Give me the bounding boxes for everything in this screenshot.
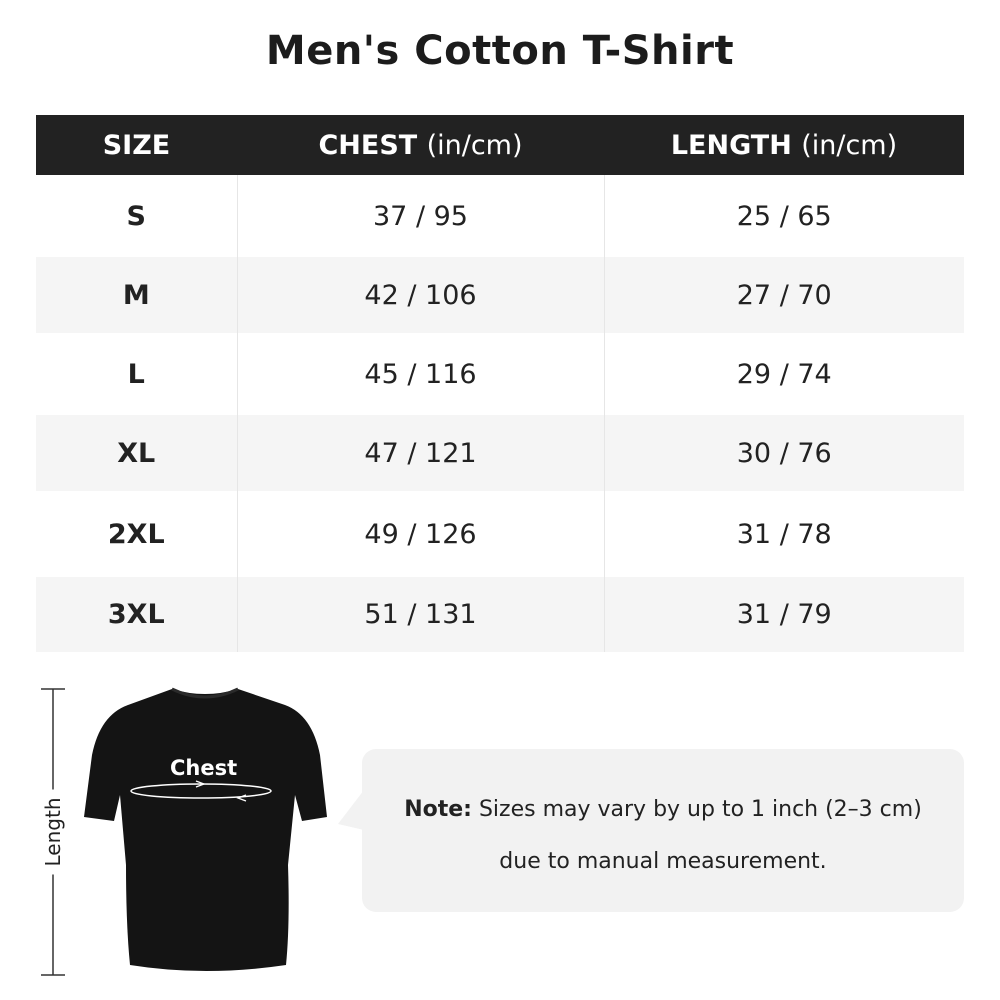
note-label: Note: — [404, 797, 472, 822]
size-chart-table: SIZE CHEST (in/cm) LENGTH (in/cm) S 37 / … — [36, 115, 964, 652]
length-cell: 29 / 74 — [736, 358, 832, 390]
header-length: LENGTH (in/cm) — [604, 115, 964, 175]
table-row: 2XL 49 / 126 31 / 78 — [36, 491, 964, 577]
table-row: L 45 / 116 29 / 74 — [36, 333, 964, 415]
header-size: SIZE — [36, 115, 237, 175]
length-cell: 27 / 70 — [604, 257, 964, 333]
chest-cell: 51 / 131 — [237, 577, 605, 652]
header-unit: (in/cm) — [801, 129, 898, 161]
length-label: Length — [41, 789, 65, 875]
table-row: 3XL 51 / 131 31 / 79 — [36, 577, 964, 652]
chest-cell: 47 / 121 — [237, 415, 605, 491]
size-cell: M — [36, 257, 238, 333]
chest-cell: 37 / 95 — [237, 175, 605, 257]
size-cell: L — [36, 333, 238, 415]
speech-tail-icon — [338, 790, 364, 830]
header-label: CHEST — [318, 129, 418, 161]
note-box: Note: Sizes may vary by up to 1 inch (2–… — [362, 749, 964, 912]
length-cell: 25 / 65 — [736, 200, 832, 232]
chest-cell: 42 / 106 — [237, 257, 605, 333]
note-line-2: due to manual measurement. — [499, 849, 827, 874]
table-row: S 37 / 95 25 / 65 — [36, 175, 964, 257]
page-title: Men's Cotton T-Shirt — [265, 28, 735, 74]
note-text: Sizes may vary by up to 1 inch (2–3 cm) — [478, 797, 922, 822]
header-unit: (in/cm) — [426, 129, 523, 161]
length-cell: 30 / 76 — [604, 415, 964, 491]
size-cell: XL — [36, 415, 238, 491]
size-cell: 3XL — [36, 577, 238, 652]
chest-cell: 45 / 116 — [237, 333, 605, 415]
size-cell: 2XL — [36, 491, 238, 577]
chest-label: Chest — [170, 756, 238, 780]
table-row: M 42 / 106 27 / 70 — [36, 257, 964, 333]
table-header-row: SIZE CHEST (in/cm) LENGTH (in/cm) — [36, 115, 964, 175]
header-chest: CHEST (in/cm) — [237, 115, 604, 175]
length-cell: 31 / 78 — [736, 518, 832, 550]
chest-cell: 49 / 126 — [237, 491, 605, 577]
size-cell: S — [36, 175, 238, 257]
header-label: SIZE — [102, 129, 171, 161]
table-row: XL 47 / 121 30 / 76 — [36, 415, 964, 491]
tshirt-icon — [84, 687, 327, 971]
length-cell: 31 / 79 — [604, 577, 964, 652]
note-line-1: Note: Sizes may vary by up to 1 inch (2–… — [362, 797, 964, 822]
header-label: LENGTH — [670, 129, 792, 161]
